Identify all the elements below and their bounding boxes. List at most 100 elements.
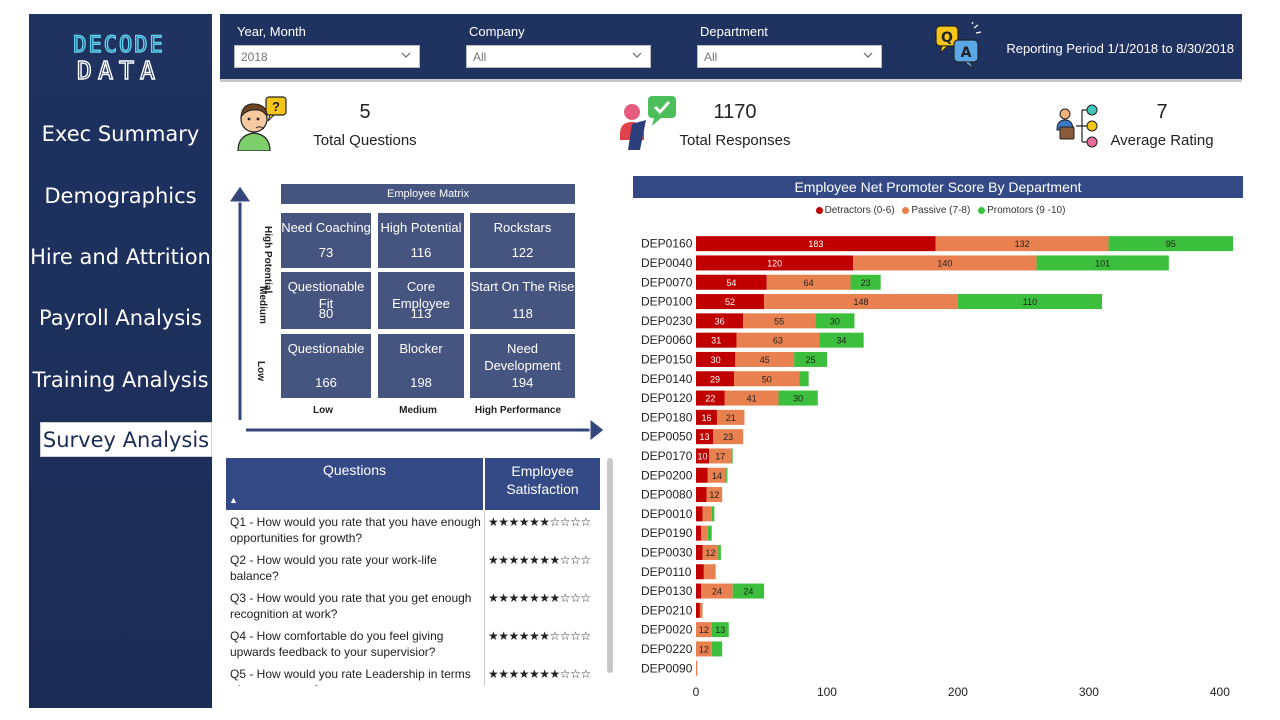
bar-segment[interactable] <box>702 544 719 560</box>
cell-name: Core Employee <box>392 279 450 311</box>
bar-segment[interactable] <box>701 525 708 541</box>
questions-header[interactable]: Questions ▲ <box>226 458 483 510</box>
bar-segment[interactable] <box>794 351 827 367</box>
matrix-cell-core-employee[interactable]: Core Employee 113 <box>378 272 464 329</box>
questions-scrollbar[interactable] <box>607 458 613 673</box>
bar-segment[interactable] <box>696 544 703 560</box>
bar-segment[interactable] <box>709 448 732 464</box>
bar-segment[interactable] <box>732 583 765 599</box>
stars-q3: ★★★★★★★☆☆☆ <box>488 591 591 605</box>
bar-segment[interactable] <box>853 255 1037 271</box>
bar-segment[interactable] <box>724 390 779 406</box>
nav-payroll-analysis[interactable]: Payroll Analysis <box>39 306 202 330</box>
bar-segment[interactable] <box>696 506 703 522</box>
bar-segment[interactable] <box>850 274 881 290</box>
cell-value: 198 <box>410 375 432 390</box>
bar-segment[interactable] <box>935 236 1109 252</box>
bar-segment[interactable] <box>696 390 725 406</box>
bar-segment[interactable] <box>1036 255 1169 271</box>
bar-segment[interactable] <box>764 294 958 310</box>
bar-segment[interactable] <box>726 467 728 483</box>
matrix-cell-blocker[interactable]: Blocker 198 <box>378 334 464 398</box>
bar-segment[interactable] <box>696 429 714 445</box>
bar-segment[interactable] <box>696 602 700 618</box>
bar-segment[interactable] <box>699 602 703 618</box>
department-dropdown[interactable]: All <box>697 45 882 68</box>
x-arrow-head <box>589 417 605 442</box>
bar-segment[interactable] <box>702 506 712 522</box>
bar-data-label: 36 <box>715 316 725 326</box>
bar-segment[interactable] <box>696 525 702 541</box>
category-label: DEP0070 <box>641 275 693 289</box>
bar-segment[interactable] <box>711 506 715 522</box>
bar-segment[interactable] <box>766 274 851 290</box>
bar-segment[interactable] <box>703 564 716 580</box>
bar-segment[interactable] <box>799 371 809 387</box>
legend-promotors[interactable]: Promotors (9 -10) <box>987 205 1066 216</box>
matrix-cell-start-on-the-rise[interactable]: Start On The Rise 118 <box>470 272 575 329</box>
bar-segment[interactable] <box>696 467 708 483</box>
matrix-cell-need-development[interactable]: Need Development 194 <box>470 334 575 398</box>
bar-segment[interactable] <box>819 332 864 348</box>
legend-detractors[interactable]: Detractors (0-6) <box>824 205 895 216</box>
bar-segment[interactable] <box>696 351 736 367</box>
bar-segment[interactable] <box>696 660 698 676</box>
bar-segment[interactable] <box>718 544 721 560</box>
bar-segment[interactable] <box>696 448 710 464</box>
bar-segment[interactable] <box>696 371 734 387</box>
bar-data-label: 16 <box>701 413 711 423</box>
satisfaction-header[interactable]: Employee Satisfaction <box>485 458 600 510</box>
stars-q4: ★★★★★★☆☆☆☆ <box>488 629 591 643</box>
nav-hire-attrition[interactable]: Hire and Attrition <box>30 245 211 269</box>
bar-segment[interactable] <box>696 583 702 599</box>
bar-segment[interactable] <box>1108 236 1233 252</box>
matrix-cell-questionable[interactable]: Questionable 166 <box>281 334 371 398</box>
bar-segment[interactable] <box>736 332 820 348</box>
bar-segment[interactable] <box>696 409 717 425</box>
matrix-cell-need-coaching[interactable]: Need Coaching 73 <box>281 213 371 268</box>
legend-passive[interactable]: Passive (7-8) <box>911 205 971 216</box>
bar-segment[interactable] <box>707 525 712 541</box>
bar-segment[interactable] <box>696 564 704 580</box>
bar-segment[interactable] <box>696 236 936 252</box>
category-label: DEP0080 <box>641 488 693 502</box>
bar-segment[interactable] <box>696 641 712 657</box>
stars-q5: ★★★★★★★☆☆☆ <box>488 667 591 681</box>
bar-segment[interactable] <box>696 622 712 638</box>
bar-segment[interactable] <box>743 313 816 329</box>
bar-segment[interactable] <box>696 487 707 503</box>
bar-segment[interactable] <box>711 622 729 638</box>
bar-segment[interactable] <box>711 641 723 657</box>
bar-segment[interactable] <box>706 487 723 503</box>
bar-segment[interactable] <box>731 448 733 464</box>
matrix-cell-high-potential[interactable]: High Potential 116 <box>378 213 464 268</box>
bar-segment[interactable] <box>696 255 854 271</box>
category-label: DEP0130 <box>641 584 693 598</box>
sort-ascending-icon[interactable]: ▲ <box>229 495 238 505</box>
bar-segment[interactable] <box>713 429 744 445</box>
bar-segment[interactable] <box>696 313 744 329</box>
category-label: DEP0180 <box>641 410 693 424</box>
bar-segment[interactable] <box>735 351 795 367</box>
x-label-low: Low <box>313 405 333 416</box>
bar-segment[interactable] <box>716 409 745 425</box>
bar-segment[interactable] <box>696 274 767 290</box>
company-dropdown[interactable]: All <box>466 45 651 68</box>
bar-segment[interactable] <box>696 294 765 310</box>
nav-survey-analysis[interactable]: Survey Analysis <box>40 422 212 457</box>
bar-data-label: 63 <box>773 336 783 346</box>
bar-segment[interactable] <box>701 583 733 599</box>
bar-segment[interactable] <box>696 332 737 348</box>
bar-segment[interactable] <box>707 467 727 483</box>
bar-data-label: 17 <box>715 451 725 461</box>
matrix-cell-questionable-fit[interactable]: Questionable Fit 80 <box>281 272 371 329</box>
bar-segment[interactable] <box>957 294 1103 310</box>
nav-training-analysis[interactable]: Training Analysis <box>32 368 209 392</box>
bar-segment[interactable] <box>778 390 818 406</box>
matrix-cell-rockstars[interactable]: Rockstars 122 <box>470 213 575 268</box>
bar-segment[interactable] <box>815 313 855 329</box>
nav-exec-summary[interactable]: Exec Summary <box>41 122 200 146</box>
nav-demographics[interactable]: Demographics <box>44 184 197 208</box>
bar-segment[interactable] <box>733 371 800 387</box>
year-month-dropdown[interactable]: 2018 <box>234 45 420 68</box>
